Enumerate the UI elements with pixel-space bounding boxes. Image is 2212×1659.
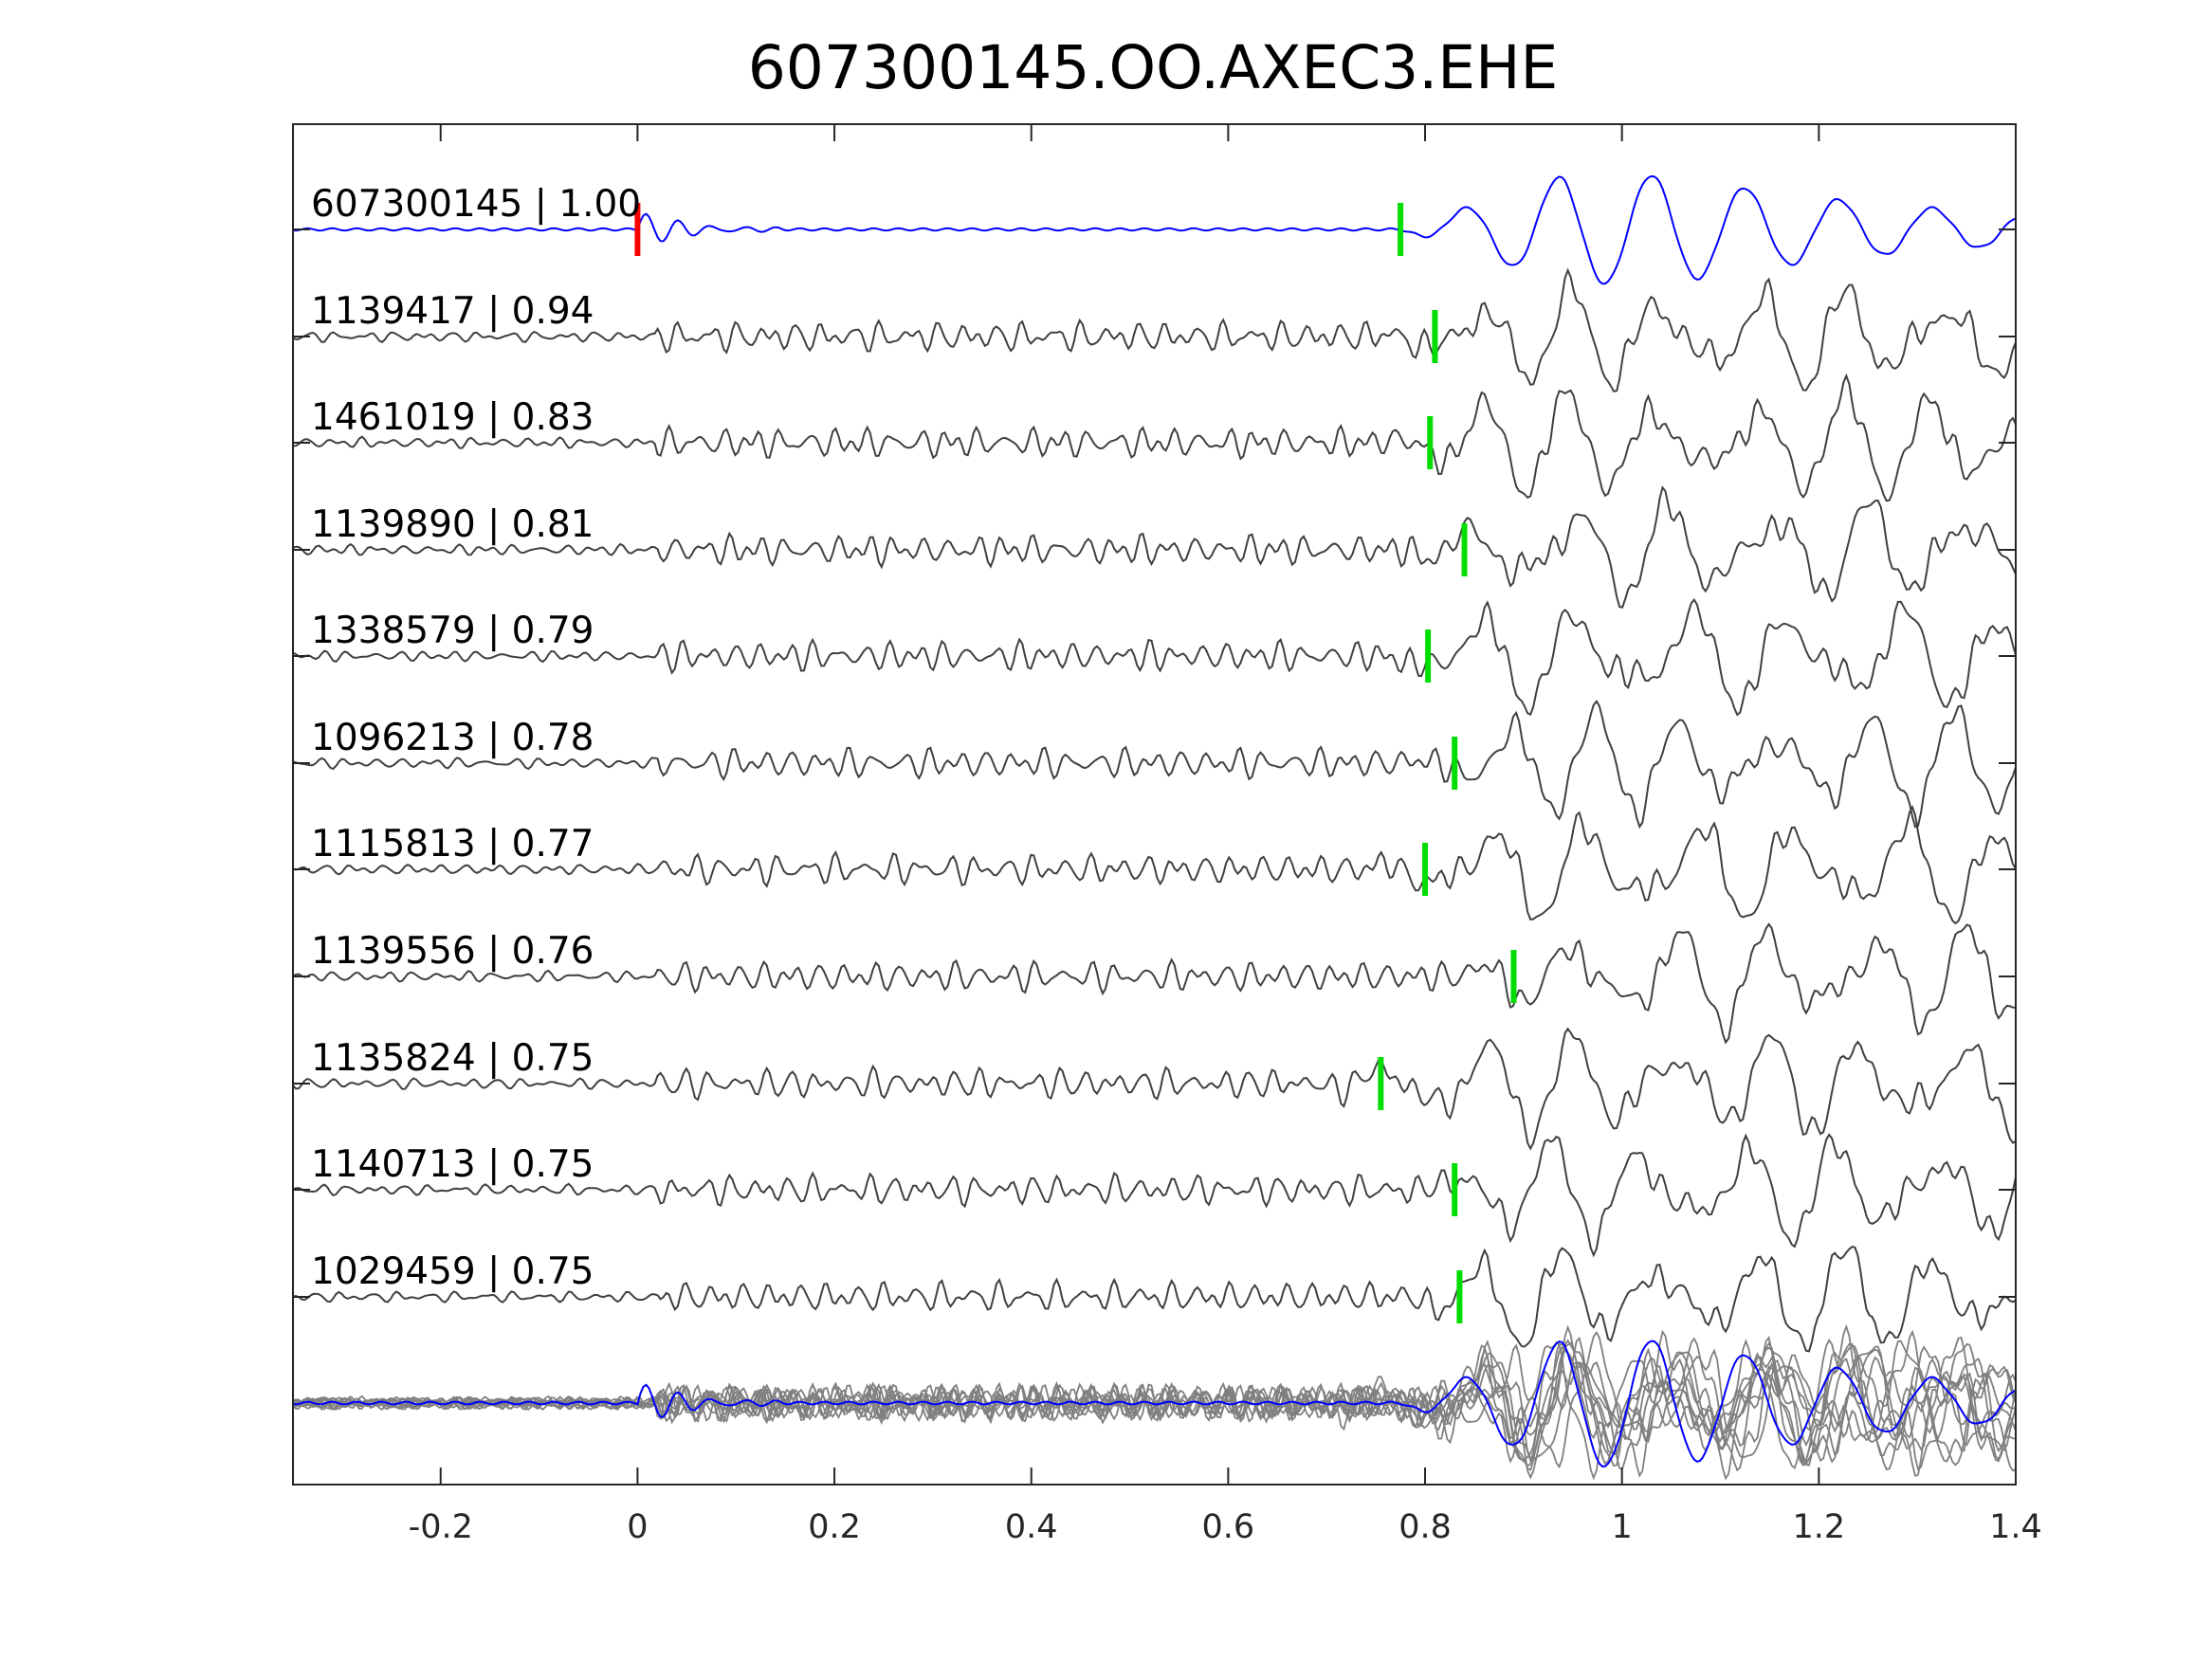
stack-trace-9 xyxy=(292,1338,2017,1481)
traces-group xyxy=(292,174,2017,1353)
stack-trace-8 xyxy=(292,1339,2017,1480)
trace-line-7 xyxy=(292,804,2017,925)
stack-trace-10 xyxy=(292,1344,2017,1467)
trace-label-6: 1096213 | 0.78 xyxy=(311,717,594,759)
trace-label-11: 1029459 | 0.75 xyxy=(311,1250,594,1293)
x-tick-label-1: 0 xyxy=(627,1508,648,1546)
trace-label-5: 1338579 | 0.79 xyxy=(311,610,594,652)
trace-line-10 xyxy=(292,1133,2017,1258)
trace-label-2: 1139417 | 0.94 xyxy=(311,290,594,333)
trace-line-11 xyxy=(292,1246,2017,1353)
x-tick-label-4: 0.6 xyxy=(1202,1508,1255,1546)
trace-line-2 xyxy=(292,267,2017,392)
trace-line-6 xyxy=(292,700,2017,830)
trace-line-9 xyxy=(292,1027,2017,1151)
trace-label-8: 1139556 | 0.76 xyxy=(311,930,594,973)
trace-line-1 xyxy=(292,174,2017,285)
x-tick-label-6: 1 xyxy=(1612,1508,1633,1546)
stack-trace-2 xyxy=(292,1323,2017,1471)
trace-line-4 xyxy=(292,485,2017,609)
trace-label-7: 1115813 | 0.77 xyxy=(311,823,594,866)
x-tick-label-2: 0.2 xyxy=(808,1508,861,1546)
trace-line-3 xyxy=(292,373,2017,502)
markers-group xyxy=(634,203,1517,1323)
x-tick-label-3: 0.4 xyxy=(1005,1508,1058,1546)
trace-line-5 xyxy=(292,598,2017,717)
x-tick-label-5: 0.8 xyxy=(1398,1508,1452,1546)
trace-labels-group: 607300145 | 1.00 1139417 | 0.94 1461019 | … xyxy=(311,183,641,1293)
trace-label-4: 1139890 | 0.81 xyxy=(311,503,594,546)
stack-target-trace xyxy=(292,1340,2017,1468)
x-axis-ticks: -0.2 0 0.2 0.4 0.6 0.8 1 1.2 1.4 xyxy=(409,124,2042,1546)
trace-label-9: 1135824 | 0.75 xyxy=(311,1037,594,1080)
trace-label-1: 607300145 | 1.00 xyxy=(311,183,641,226)
chart-title: 607300145.OO.AXEC3.EHE xyxy=(748,33,1559,102)
axes-box xyxy=(292,123,2017,1486)
trace-label-3: 1461019 | 0.83 xyxy=(311,396,594,439)
stacked-overlay-group xyxy=(292,1323,2017,1481)
x-tick-label-7: 1.2 xyxy=(1793,1508,1846,1546)
x-tick-label-0: -0.2 xyxy=(409,1508,473,1546)
x-tick-label-8: 1.4 xyxy=(1989,1508,2042,1546)
trace-label-10: 1140713 | 0.75 xyxy=(311,1143,594,1186)
trace-line-8 xyxy=(292,922,2017,1045)
